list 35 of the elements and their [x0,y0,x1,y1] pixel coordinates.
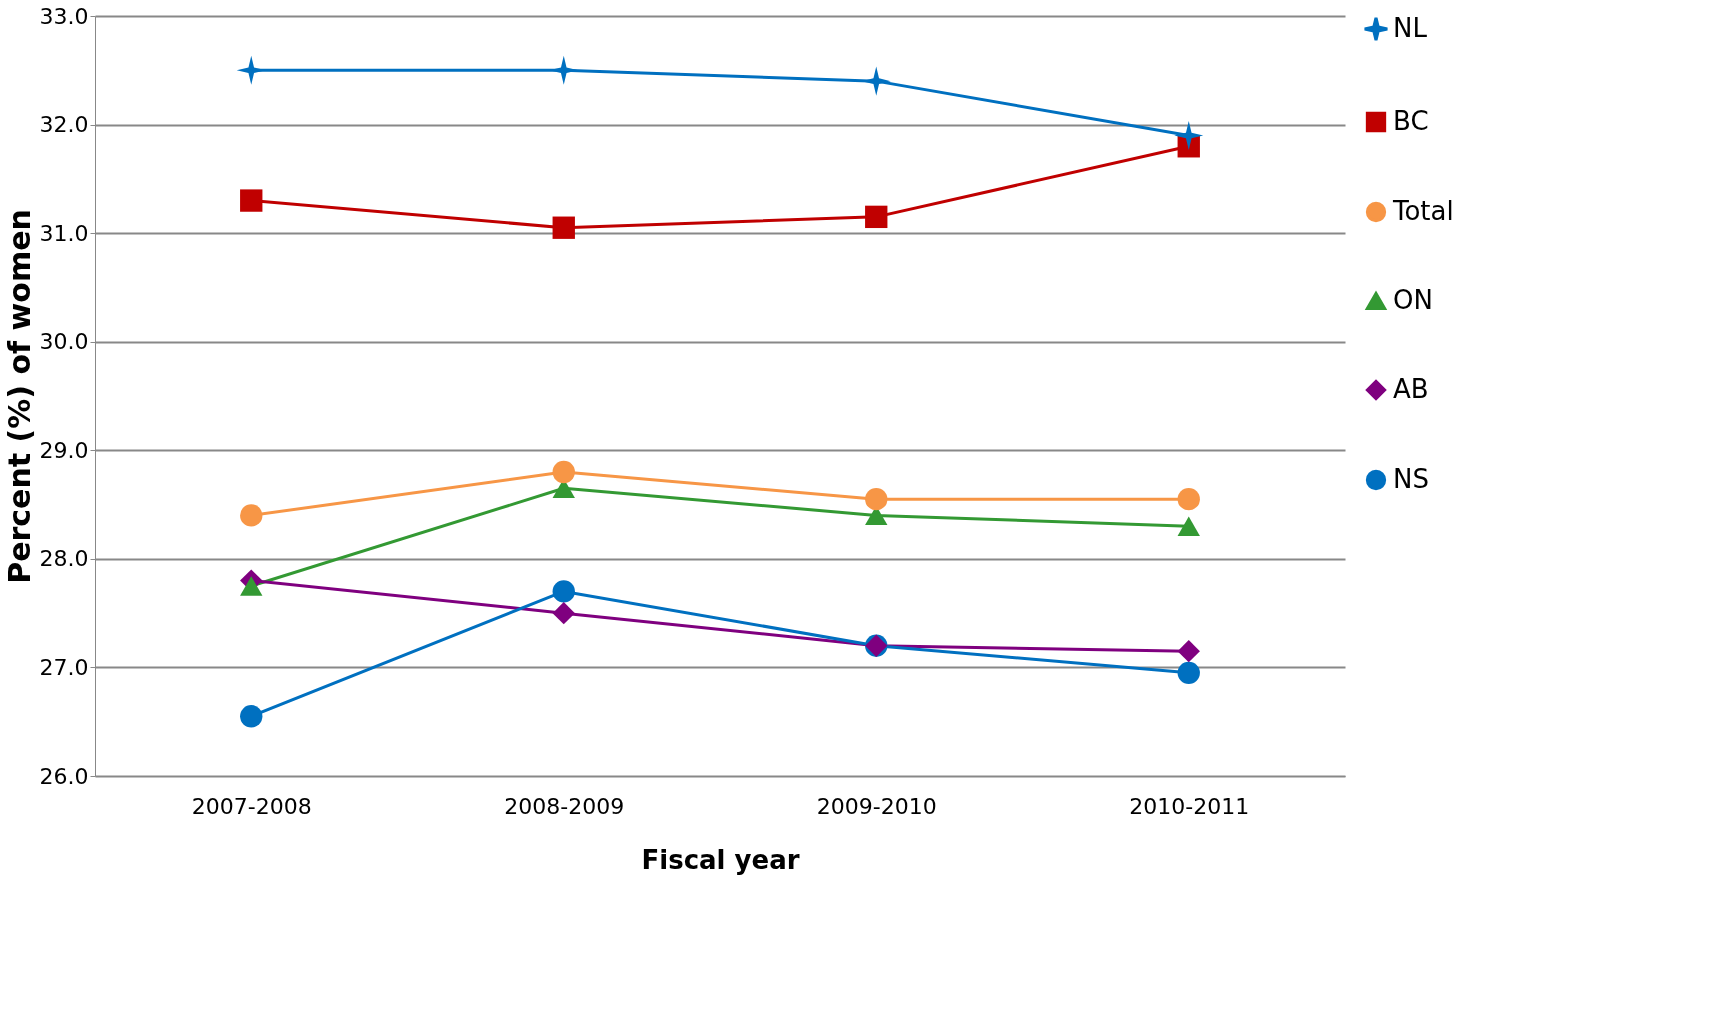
point [552,601,575,625]
point [1177,639,1200,663]
legend-label: NS [1393,464,1429,494]
point [1177,516,1200,536]
legend-label: NL [1393,13,1428,43]
x-tick-label: 2010-2011 [1129,793,1250,819]
legend-label: Total [1392,196,1454,226]
point [1177,487,1200,511]
y-axis-title: Percent (%) of women [1,209,37,584]
point [552,216,575,239]
point [865,487,888,511]
point [240,576,263,596]
point [240,504,263,527]
y-tick-label: 32.0 [39,112,89,138]
point [240,705,263,728]
y-tick-label: 33.0 [39,3,89,29]
y-tick-label: 27.0 [39,654,89,680]
y-tick-label: 31.0 [39,220,89,246]
x-axis-title: Fiscal year [641,844,800,875]
point [1177,661,1200,685]
x-tick-label: 2009-2010 [816,793,937,819]
y-tick-label: 26.0 [39,763,89,789]
point [552,580,575,603]
y-tick-label: 29.0 [39,437,89,463]
legend-label: AB [1393,374,1429,404]
point [240,189,263,212]
legend-label: BC [1393,106,1429,136]
point [865,205,888,229]
legend-label: ON [1393,285,1433,315]
point [1174,120,1204,150]
x-tick-label: 2007-2008 [191,793,312,819]
y-tick-label: 28.0 [39,546,89,572]
y-tick-label: 30.0 [39,329,89,355]
point [552,460,575,484]
x-tick-label: 2008-2009 [504,793,625,819]
